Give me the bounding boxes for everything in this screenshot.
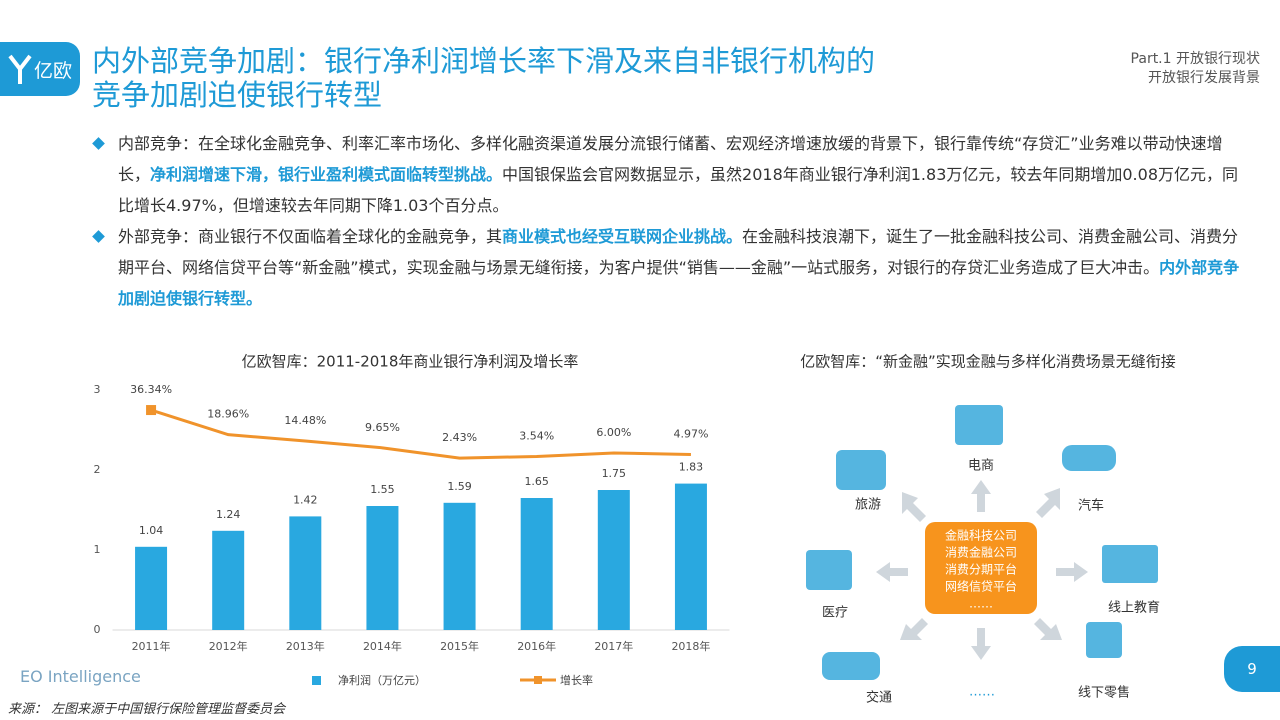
center-line: 金融科技公司: [945, 528, 1017, 543]
bullet-text: 商业模式也经受互联网企业挑战。: [502, 227, 743, 246]
title-line: 内外部竞争加剧：银行净利润增长率下滑及来自非银行机构的: [92, 44, 876, 78]
bar: [597, 490, 630, 630]
bullet-text: 内外部竞争加剧迫使银行转型。: [118, 258, 1240, 308]
bar-label: 1.55: [370, 483, 395, 496]
icons: [806, 405, 1158, 680]
center-line: 消费金融公司: [945, 545, 1017, 560]
bar: [212, 530, 245, 630]
x-tick-label: 2018年: [671, 639, 710, 653]
line-label: 2.43%: [442, 431, 477, 444]
legend-swatch: [312, 676, 321, 685]
bar-label: 1.04: [139, 524, 164, 537]
bar-label: 1.65: [524, 475, 549, 488]
x-tick-label: 2014年: [363, 639, 402, 653]
node-label: 旅游: [855, 498, 881, 513]
bullets: 内部竞争：在全球化金融竞争、利率汇率市场化、多样化融资渠道发展分流银行储蓄、宏观…: [92, 128, 1242, 314]
bullet: 内部竞争：在全球化金融竞争、利率汇率市场化、多样化融资渠道发展分流银行储蓄、宏观…: [92, 128, 1242, 221]
x-tick-label: 2016年: [517, 639, 556, 653]
node-label: 线下零售: [1078, 685, 1130, 701]
legend-label: 增长率: [560, 673, 593, 687]
bullet: 外部竞争：商业银行不仅面临着全球化的金融竞争，其商业模式也经受互联网企业挑战。在…: [92, 221, 1242, 314]
y-tick-label: 2: [94, 463, 101, 476]
bar-label: 1.42: [293, 493, 318, 506]
logo-icon: [8, 54, 32, 84]
section-line: Part.1 开放银行现状: [1130, 51, 1260, 67]
line-label: 14.48%: [284, 414, 326, 427]
node-label: 电商: [968, 459, 994, 474]
logo-text: 亿欧: [34, 60, 73, 82]
line-label: 3.54%: [519, 429, 554, 442]
source: 来源： 左图来源于中国银行保险管理监督委员会: [8, 702, 286, 717]
logo-badge: 亿欧: [0, 42, 80, 96]
center-box: [925, 522, 1037, 614]
section: Part.1 开放银行现状 开放银行发展背景: [1131, 50, 1260, 88]
bar: [289, 516, 322, 630]
center-line: ……: [969, 597, 993, 611]
bar: [443, 502, 476, 630]
bar: [366, 506, 399, 630]
bar-label: 1.83: [679, 461, 704, 474]
legend-marker: [534, 676, 542, 684]
line-label: 18.96%: [207, 408, 249, 421]
bar: [674, 483, 707, 630]
diagram-title: 亿欧智库：“新金融”实现金融与多样化消费场景无缝衔接: [800, 353, 1176, 371]
x-tick-label: 2015年: [440, 639, 479, 653]
line-label: 9.65%: [365, 421, 400, 434]
bullet-text: 外部竞争：商业银行不仅面临着全球化的金融竞争，其: [118, 227, 503, 246]
bullet-text: 内部竞争：在全球化金融竞争、利率汇率市场化、多样化融资渠道发展分流银行储蓄、宏观…: [118, 134, 1223, 184]
center-line: 消费分期平台: [945, 562, 1017, 577]
node-label: 汽车: [1078, 498, 1104, 514]
x-tick-label: 2017年: [594, 639, 633, 653]
chart-title: 亿欧智库：2011-2018年商业银行净利润及增长率: [242, 353, 579, 371]
y-tick-label: 1: [94, 543, 101, 556]
line: [150, 408, 691, 460]
x-tick-label: 2011年: [132, 639, 171, 653]
title: 内外部竞争加剧：银行净利润增长率下滑及来自非银行机构的 竞争加剧迫使银行转型: [92, 44, 875, 112]
line-marker: [146, 405, 157, 416]
line-label: 4.97%: [673, 427, 708, 440]
brand: EO Intelligence: [20, 667, 141, 686]
bar: [135, 546, 168, 630]
arrows: [876, 480, 1088, 660]
node-label: ……: [969, 685, 995, 700]
page-number: 9: [1224, 646, 1280, 692]
y-tick-label: 3: [94, 383, 101, 396]
bar-label: 1.59: [447, 480, 472, 493]
section-line: 开放银行发展背景: [1148, 70, 1260, 86]
line-label: 36.34%: [130, 383, 172, 396]
node-label: 线上教育: [1108, 600, 1160, 616]
y-tick-label: 0: [94, 623, 101, 636]
bar-label: 1.24: [216, 508, 241, 521]
title-line: 竞争加剧迫使银行转型: [92, 78, 383, 112]
x-tick-label: 2013年: [286, 639, 325, 653]
diagram-shapes: [806, 405, 1158, 680]
legend-label: 净利润（万亿元）: [338, 673, 426, 687]
bullet-text: 中国银保监会官网数据显示，虽然2018年商业银行净利润1.83万亿元，较去年同期…: [118, 165, 1239, 215]
bar-label: 1.75: [602, 467, 627, 480]
node-label: 医疗: [822, 606, 848, 621]
line-label: 6.00%: [596, 426, 631, 439]
bullet-text: 在金融科技浪潮下，诞生了一批金融科技公司、消费金融公司、消费分期平台、网络信贷平…: [118, 227, 1239, 277]
bullet-text: 净利润增速下滑，银行业盈利模式面临转型挑战。: [150, 165, 503, 184]
bar: [520, 498, 553, 630]
center-line: 网络信贷平台: [945, 579, 1017, 594]
node-label: 交通: [866, 690, 892, 706]
x-tick-label: 2012年: [209, 639, 248, 653]
